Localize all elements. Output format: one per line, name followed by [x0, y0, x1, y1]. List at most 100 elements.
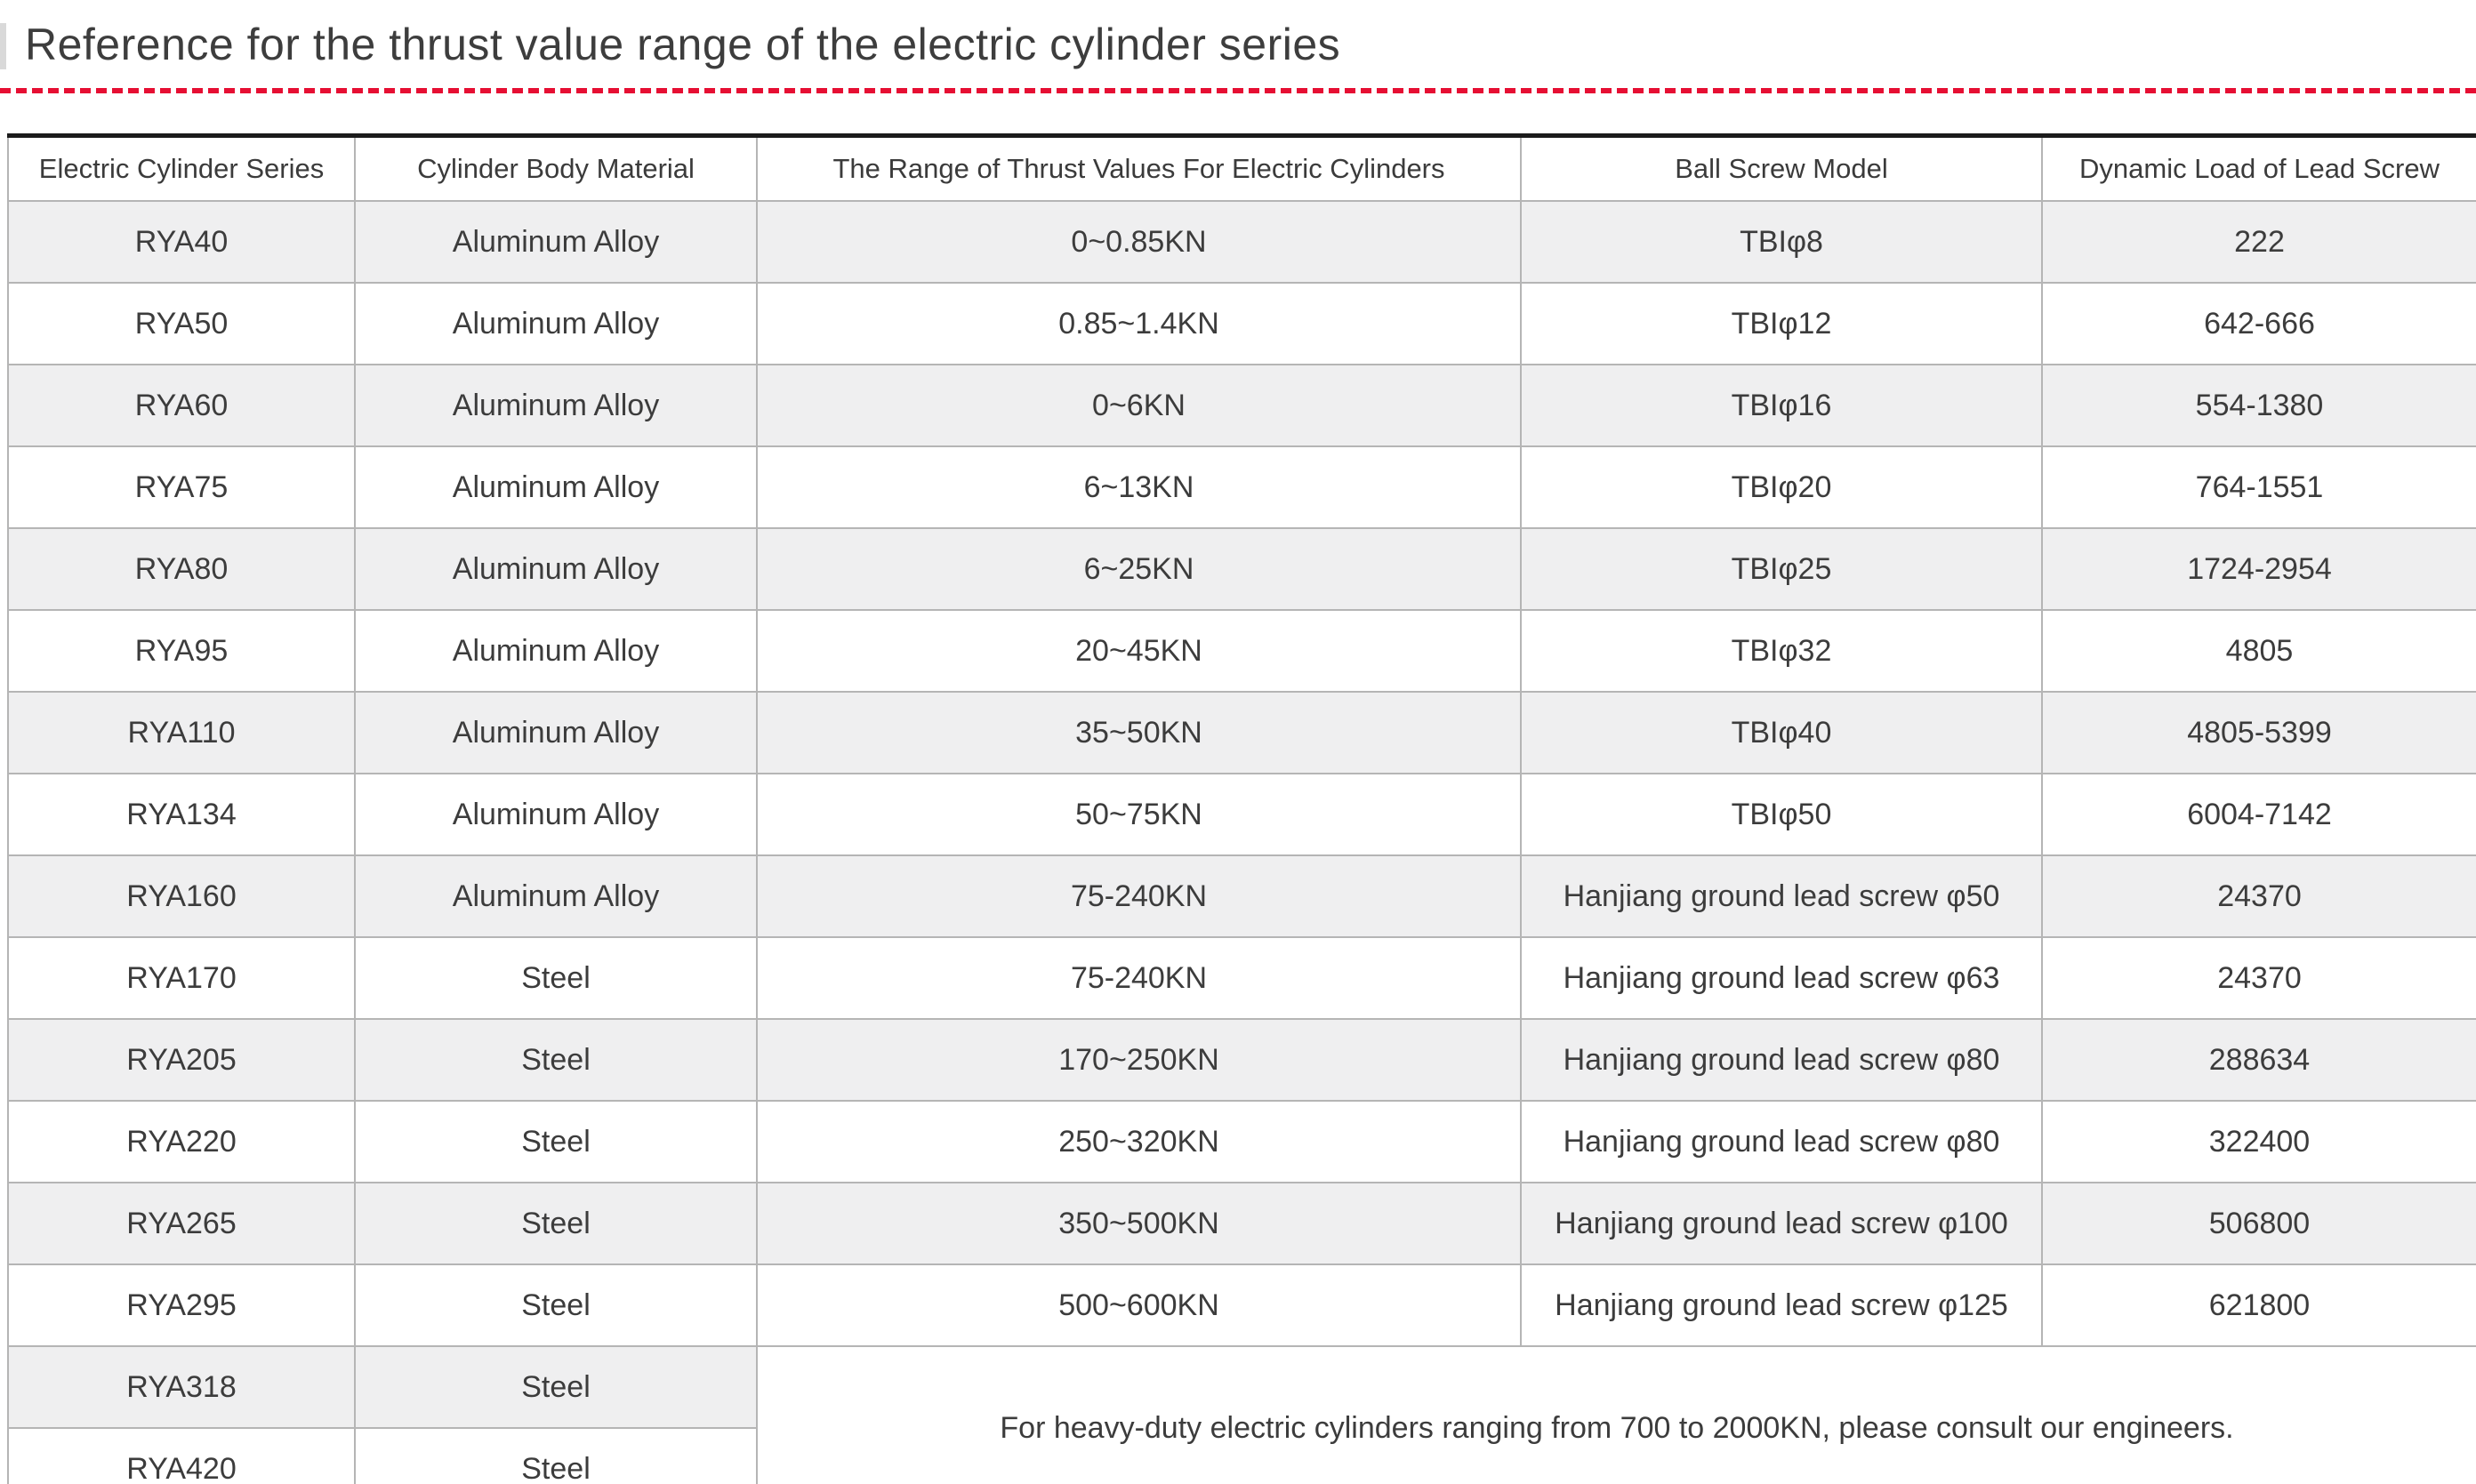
series-cell: RYA95	[7, 609, 356, 693]
thrust-cell: 20~45KN	[756, 609, 1522, 693]
material-cell: Aluminum Alloy	[354, 609, 758, 693]
load-cell: 222	[2041, 200, 2476, 284]
table-row: RYA170 Steel 75-240KN Hanjiang ground lead …	[7, 936, 2476, 1020]
table-row: RYA40 Aluminum Alloy 0~0.85KN TBIφ8 222	[7, 200, 2476, 284]
thrust-cell: 250~320KN	[756, 1100, 1522, 1183]
thrust-cell: 35~50KN	[756, 691, 1522, 774]
page-title: Reference for the thrust value range of …	[25, 19, 1341, 69]
screw-cell: TBIφ16	[1520, 364, 2043, 447]
material-cell: Steel	[354, 1018, 758, 1102]
table-row: RYA134 Aluminum Alloy 50~75KN TBIφ50 6004-71…	[7, 773, 2476, 856]
screw-cell: TBIφ50	[1520, 773, 2043, 856]
thrust-cell: 0~0.85KN	[756, 200, 1522, 284]
load-cell: 288634	[2041, 1018, 2476, 1102]
load-cell: 24370	[2041, 854, 2476, 938]
screw-cell: Hanjiang ground lead screw φ50	[1520, 854, 2043, 938]
material-cell: Steel	[354, 1427, 758, 1484]
column-header-screw: Ball Screw Model	[1520, 135, 2043, 202]
cropped-edge-artifact	[0, 23, 6, 69]
screw-cell: TBIφ8	[1520, 200, 2043, 284]
series-cell: RYA110	[7, 691, 356, 774]
series-cell: RYA420	[7, 1427, 356, 1484]
thrust-cell: 0.85~1.4KN	[756, 282, 1522, 365]
page-header: Reference for the thrust value range of …	[0, 0, 2476, 88]
load-cell: 6004-7142	[2041, 773, 2476, 856]
load-cell: 764-1551	[2041, 445, 2476, 529]
material-cell: Steel	[354, 936, 758, 1020]
series-cell: RYA50	[7, 282, 356, 365]
series-cell: RYA318	[7, 1345, 356, 1429]
column-header-series: Electric Cylinder Series	[7, 135, 356, 202]
series-cell: RYA170	[7, 936, 356, 1020]
material-cell: Aluminum Alloy	[354, 445, 758, 529]
thrust-reference-table: Electric Cylinder Series Cylinder Body M…	[7, 133, 2476, 1484]
thrust-cell: 50~75KN	[756, 773, 1522, 856]
table-row: RYA60 Aluminum Alloy 0~6KN TBIφ16 554-1380	[7, 364, 2476, 447]
main-content: Electric Cylinder Series Cylinder Body M…	[7, 133, 2476, 1484]
series-cell: RYA160	[7, 854, 356, 938]
material-cell: Aluminum Alloy	[354, 364, 758, 447]
table-row: RYA50 Aluminum Alloy 0.85~1.4KN TBIφ12 642-6…	[7, 282, 2476, 365]
thrust-cell: 170~250KN	[756, 1018, 1522, 1102]
column-header-material: Cylinder Body Material	[354, 135, 758, 202]
material-cell: Steel	[354, 1182, 758, 1265]
material-cell: Aluminum Alloy	[354, 691, 758, 774]
material-cell: Steel	[354, 1100, 758, 1183]
thrust-cell: 75-240KN	[756, 854, 1522, 938]
load-cell: 322400	[2041, 1100, 2476, 1183]
series-cell: RYA75	[7, 445, 356, 529]
table-body: RYA40 Aluminum Alloy 0~0.85KN TBIφ8 222 RYA50…	[7, 200, 2476, 1484]
material-cell: Aluminum Alloy	[354, 773, 758, 856]
material-cell: Steel	[354, 1345, 758, 1429]
series-cell: RYA265	[7, 1182, 356, 1265]
load-cell: 506800	[2041, 1182, 2476, 1265]
series-cell: RYA205	[7, 1018, 356, 1102]
thrust-cell: 6~25KN	[756, 527, 1522, 611]
material-cell: Aluminum Alloy	[354, 854, 758, 938]
thrust-cell: 0~6KN	[756, 364, 1522, 447]
heavy-duty-note: For heavy-duty electric cylinders rangin…	[756, 1345, 2476, 1484]
series-cell: RYA295	[7, 1263, 356, 1347]
table-row: RYA205 Steel 170~250KN Hanjiang ground lead…	[7, 1018, 2476, 1102]
series-cell: RYA40	[7, 200, 356, 284]
series-cell: RYA134	[7, 773, 356, 856]
screw-cell: TBIφ12	[1520, 282, 2043, 365]
load-cell: 621800	[2041, 1263, 2476, 1347]
screw-cell: Hanjiang ground lead screw φ80	[1520, 1018, 2043, 1102]
screw-cell: Hanjiang ground lead screw φ63	[1520, 936, 2043, 1020]
screw-cell: Hanjiang ground lead screw φ100	[1520, 1182, 2043, 1265]
column-header-load: Dynamic Load of Lead Screw	[2041, 135, 2476, 202]
table-row: RYA220 Steel 250~320KN Hanjiang ground lead…	[7, 1100, 2476, 1183]
table-row: RYA318 Steel For heavy-duty electric cylin…	[7, 1345, 2476, 1484]
table-row: RYA95 Aluminum Alloy 20~45KN TBIφ32 4805	[7, 609, 2476, 693]
material-cell: Steel	[354, 1263, 758, 1347]
table-row: RYA420 Steel	[7, 1427, 2476, 1484]
load-cell: 4805-5399	[2041, 691, 2476, 774]
load-cell: 554-1380	[2041, 364, 2476, 447]
load-cell: 642-666	[2041, 282, 2476, 365]
thrust-cell: 350~500KN	[756, 1182, 1522, 1265]
screw-cell: TBIφ20	[1520, 445, 2043, 529]
table-header: Electric Cylinder Series Cylinder Body M…	[7, 135, 2476, 202]
table-row: RYA160 Aluminum Alloy 75-240KN Hanjiang gro…	[7, 854, 2476, 938]
table-header-row: Electric Cylinder Series Cylinder Body M…	[7, 135, 2476, 202]
load-cell: 24370	[2041, 936, 2476, 1020]
series-cell: RYA80	[7, 527, 356, 611]
table-row: RYA265 Steel 350~500KN Hanjiang ground lead…	[7, 1182, 2476, 1265]
table-row: RYA75 Aluminum Alloy 6~13KN TBIφ20 764-1551	[7, 445, 2476, 529]
load-cell: 1724-2954	[2041, 527, 2476, 611]
screw-cell: TBIφ40	[1520, 691, 2043, 774]
series-cell: RYA60	[7, 364, 356, 447]
screw-cell: TBIφ25	[1520, 527, 2043, 611]
screw-cell: Hanjiang ground lead screw φ125	[1520, 1263, 2043, 1347]
thrust-cell: 75-240KN	[756, 936, 1522, 1020]
table-row: RYA110 Aluminum Alloy 35~50KN TBIφ40 4805-53…	[7, 691, 2476, 774]
material-cell: Aluminum Alloy	[354, 282, 758, 365]
table-row: RYA295 Steel 500~600KN Hanjiang ground lead…	[7, 1263, 2476, 1347]
screw-cell: Hanjiang ground lead screw φ80	[1520, 1100, 2043, 1183]
load-cell: 4805	[2041, 609, 2476, 693]
red-dashed-divider	[0, 88, 2476, 93]
series-cell: RYA220	[7, 1100, 356, 1183]
material-cell: Aluminum Alloy	[354, 527, 758, 611]
thrust-cell: 500~600KN	[756, 1263, 1522, 1347]
